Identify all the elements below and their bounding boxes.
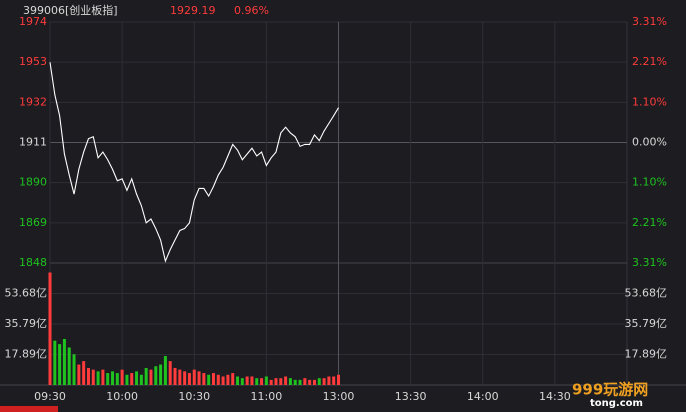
volume-bar	[111, 371, 115, 385]
y-tick-label: 1890	[19, 176, 47, 189]
volume-bar	[82, 361, 86, 385]
volume-bar	[211, 373, 215, 385]
index-change: 0.96%	[234, 4, 269, 17]
volume-bar	[284, 376, 288, 385]
volume-bar	[298, 379, 302, 385]
volume-bar	[226, 374, 230, 385]
volume-bar	[72, 354, 76, 385]
index-name: 399006[创业板指]	[23, 3, 118, 17]
x-tick-label: 13:00	[323, 390, 355, 403]
volume-bar	[245, 376, 249, 385]
volume-bar	[62, 338, 66, 385]
volume-bar	[135, 371, 139, 385]
volume-bar	[317, 378, 321, 385]
volume-bar	[264, 376, 268, 385]
volume-bar	[159, 364, 163, 385]
y-tick-label: 1932	[19, 95, 47, 108]
volume-bar	[240, 378, 244, 385]
y-tick-label: 1848	[19, 256, 47, 269]
y-tick-label: 1911	[19, 136, 47, 149]
volume-bar	[207, 374, 211, 385]
y2-tick-label: 2.21%	[632, 216, 667, 229]
volume-bar	[255, 378, 259, 385]
volume-bar	[308, 379, 312, 385]
volume-bar	[48, 272, 52, 385]
volume-bar	[303, 378, 307, 385]
volume-bar	[221, 376, 225, 385]
volume-bar	[197, 371, 201, 385]
volume-tick-label: 35.79亿	[625, 317, 668, 330]
volume-bar	[139, 374, 143, 385]
volume-bar	[327, 376, 331, 385]
volume-bar	[187, 373, 191, 385]
y2-tick-label: 0.00%	[632, 136, 667, 149]
volume-bar	[178, 369, 182, 385]
volume-bar	[269, 379, 273, 385]
y-tick-label: 1974	[19, 15, 47, 28]
price-line	[49, 62, 339, 263]
volume-bar	[106, 373, 110, 385]
volume-tick-label: 53.68亿	[625, 286, 668, 299]
volume-bar	[279, 378, 283, 385]
volume-bar	[168, 361, 172, 385]
volume-bar	[337, 374, 340, 385]
volume-bar	[322, 378, 326, 385]
volume-tick-label: 17.89亿	[5, 348, 48, 361]
x-tick-label: 14:30	[539, 390, 571, 403]
volume-bar	[67, 347, 71, 385]
volume-tick-label: 53.68亿	[5, 286, 48, 299]
volume-bar	[58, 344, 62, 385]
index-price: 1929.19	[170, 4, 216, 17]
volume-bar	[101, 369, 105, 385]
volume-bar	[154, 366, 158, 385]
y2-tick-label: 1.10%	[632, 95, 667, 108]
volume-bar	[332, 376, 336, 385]
volume-bar	[183, 371, 187, 385]
y2-tick-label: 2.21%	[632, 55, 667, 68]
volume-bar	[130, 373, 134, 385]
volume-bar	[293, 379, 297, 385]
volume-bar	[144, 367, 148, 385]
volume-bar	[260, 378, 264, 385]
volume-bar	[231, 373, 235, 385]
volume-bar	[91, 369, 95, 385]
y2-tick-label: 3.31%	[632, 15, 667, 28]
watermark: 999玩游网	[572, 381, 648, 399]
y2-tick-label: 1.10%	[632, 176, 667, 189]
y2-tick-label: 3.31%	[632, 256, 667, 269]
volume-bar	[192, 369, 196, 385]
volume-bar	[53, 340, 57, 385]
volume-bar	[163, 356, 167, 385]
x-tick-label: 09:30	[34, 390, 66, 403]
volume-bar	[173, 367, 177, 385]
volume-bar	[120, 369, 124, 385]
volume-bar	[96, 371, 100, 385]
volume-bar	[115, 373, 119, 385]
volume-bar	[86, 367, 90, 385]
volume-bar	[77, 364, 81, 385]
volume-bar	[202, 373, 206, 385]
x-tick-label: 14:00	[467, 390, 499, 403]
volume-bar	[125, 374, 129, 385]
volume-bar	[236, 376, 240, 385]
volume-tick-label: 35.79亿	[5, 317, 48, 330]
volume-bar	[288, 378, 292, 385]
x-tick-label: 13:30	[395, 390, 427, 403]
watermark-sub: tong.com	[590, 398, 643, 409]
volume-tick-label: 17.89亿	[625, 348, 668, 361]
x-tick-label: 11:00	[251, 390, 283, 403]
x-tick-label: 10:30	[178, 390, 210, 403]
tab-indicator	[0, 406, 58, 412]
volume-bar	[312, 379, 316, 385]
volume-bar	[274, 378, 278, 385]
y-tick-label: 1953	[19, 55, 47, 68]
x-tick-label: 10:00	[106, 390, 138, 403]
volume-bar	[250, 376, 254, 385]
y-tick-label: 1869	[19, 216, 47, 229]
volume-bar	[149, 369, 153, 385]
volume-bar	[216, 374, 220, 385]
